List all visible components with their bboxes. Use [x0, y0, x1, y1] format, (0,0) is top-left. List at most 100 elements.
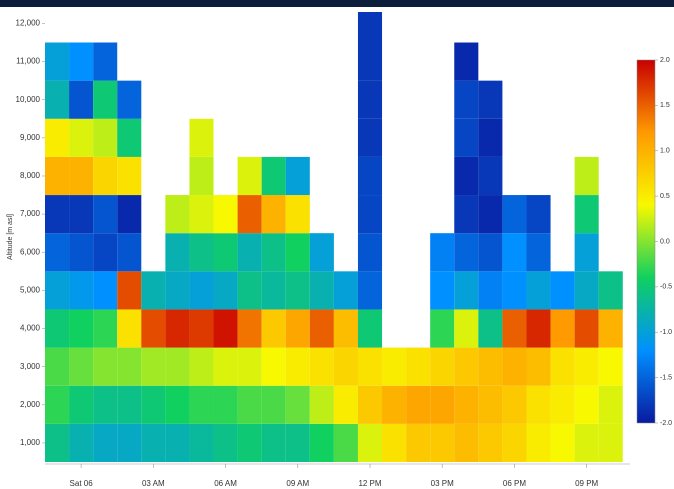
heat-cell [478, 309, 502, 347]
heat-cell [430, 309, 454, 347]
heat-cell [69, 424, 93, 462]
heat-cell [358, 271, 382, 309]
heat-cell [382, 386, 406, 424]
x-tick-label: 12 PM [358, 479, 381, 488]
heat-cell [526, 309, 550, 347]
heat-cell [45, 271, 69, 309]
heat-cell [214, 233, 238, 271]
heat-cell [45, 386, 69, 424]
heat-cell [358, 386, 382, 424]
heat-cell [454, 424, 478, 462]
heat-cell [454, 43, 478, 81]
heat-cell [358, 424, 382, 462]
heat-cell [262, 195, 286, 233]
heat-cell [45, 157, 69, 195]
heat-cell [117, 386, 141, 424]
heat-cell [551, 386, 575, 424]
heat-cell [238, 424, 262, 462]
heat-cell [141, 348, 165, 386]
heat-cell [286, 195, 310, 233]
heat-cell [262, 271, 286, 309]
heat-cell [599, 271, 623, 309]
heat-cell [526, 386, 550, 424]
heat-cell [478, 195, 502, 233]
colorbar-tick-label: 0.0 [660, 238, 670, 245]
heat-cell [454, 271, 478, 309]
y-tick-label: 12,000 [16, 19, 41, 28]
colorbar-tick-label: 0.5 [660, 193, 670, 200]
heat-cell [69, 195, 93, 233]
heat-cell [454, 386, 478, 424]
y-tick-label: 10,000 [16, 95, 41, 104]
heat-cell [93, 81, 117, 119]
heat-cell [117, 424, 141, 462]
heat-cell [502, 309, 526, 347]
heat-cell [214, 424, 238, 462]
heat-cell [358, 348, 382, 386]
heat-cell [69, 386, 93, 424]
heat-cell [430, 424, 454, 462]
heat-cell [117, 81, 141, 119]
heat-cell [478, 81, 502, 119]
heat-cell [358, 119, 382, 157]
x-tick-label: 06 AM [214, 479, 237, 488]
x-tick-label: 09 PM [575, 479, 598, 488]
heat-cell [310, 271, 334, 309]
heat-cell [189, 195, 213, 233]
heat-cell [454, 157, 478, 195]
heat-cell [575, 348, 599, 386]
heat-cell [406, 348, 430, 386]
heat-cell [526, 348, 550, 386]
heat-cell [478, 386, 502, 424]
y-tick-label: 2,000 [20, 400, 41, 409]
colorbar-tick-label: 1.0 [660, 148, 670, 155]
heat-cell [141, 309, 165, 347]
heat-cell [599, 348, 623, 386]
heat-cell [262, 348, 286, 386]
heat-cell [238, 348, 262, 386]
y-tick-label: 8,000 [20, 171, 41, 180]
heat-cell [69, 81, 93, 119]
heat-cell [478, 233, 502, 271]
heat-cell [454, 81, 478, 119]
heat-cell [454, 348, 478, 386]
heat-cell [117, 271, 141, 309]
y-tick-label: 9,000 [20, 133, 41, 142]
heat-cell [358, 195, 382, 233]
heat-cell [575, 424, 599, 462]
page: {"chart_data": {"type": "heatmap", "y_la… [0, 0, 674, 489]
heat-cell [69, 157, 93, 195]
heat-cell [189, 119, 213, 157]
heat-cell [454, 119, 478, 157]
heat-cell [575, 386, 599, 424]
heat-cell [599, 309, 623, 347]
heat-cell [189, 348, 213, 386]
colorbar-tick-label: -1.0 [660, 329, 672, 336]
heat-cell [286, 386, 310, 424]
heat-cell [358, 157, 382, 195]
heat-cell [45, 43, 69, 81]
heat-cell [165, 386, 189, 424]
y-tick-label: 7,000 [20, 209, 41, 218]
heat-cell [93, 271, 117, 309]
heat-cell [69, 43, 93, 81]
heat-cell [358, 81, 382, 119]
colorbar-tick-label: -0.5 [660, 284, 672, 291]
colorbar [637, 60, 655, 423]
y-axis-label: Altitude [m asl] [7, 214, 14, 260]
heat-cell [382, 348, 406, 386]
colorbar-tick-label: -2.0 [660, 420, 672, 427]
heat-cell [93, 157, 117, 195]
heat-cell [117, 195, 141, 233]
heat-cell [238, 386, 262, 424]
heat-cell [69, 233, 93, 271]
heat-cell [165, 233, 189, 271]
heat-cell [189, 271, 213, 309]
heat-cell [93, 119, 117, 157]
heat-cell [310, 386, 334, 424]
heat-cell [262, 157, 286, 195]
heat-cell [238, 233, 262, 271]
heat-cell [93, 309, 117, 347]
heat-cell [575, 233, 599, 271]
heat-cell [238, 271, 262, 309]
